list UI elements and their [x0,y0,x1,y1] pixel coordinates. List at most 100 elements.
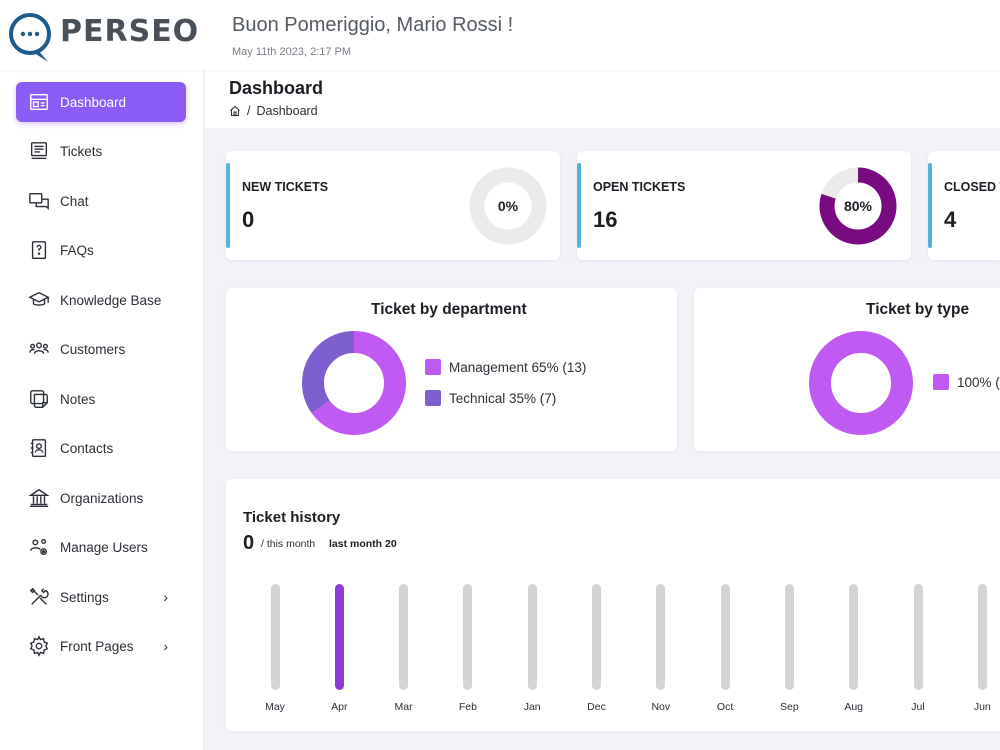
department-donut-chart [302,331,406,435]
stat-value: 0 [242,207,255,232]
card-accent-bar [577,163,581,248]
sidebar-item-faqs[interactable]: FAQs [16,230,186,270]
department-slice-1[interactable] [302,331,406,435]
history-bar-label: Dec [587,701,606,713]
sidebar-item-tickets[interactable]: Tickets [16,131,186,171]
history-bar-label: Jan [523,701,541,713]
customers-icon [28,338,50,360]
history-bar-may[interactable] [270,584,280,690]
type-slice-0[interactable] [809,331,913,435]
faq-icon [28,239,50,261]
legend-item-management[interactable]: Management 65% (13) [425,359,586,375]
tickets-icon [28,140,50,162]
progress-percent: 80% [843,198,873,214]
history-bar-aug[interactable] [849,584,859,690]
history-bar-label: May [265,701,285,713]
legend-label: Technical 35% (7) [449,390,557,406]
history-count: 0 [243,532,255,554]
legend-item-type[interactable]: 100% (20) [933,374,1000,390]
legend-swatch [933,374,949,390]
history-bar-apr[interactable] [334,584,344,690]
history-bar-chart: May Apr Mar Feb Jan Dec Nov Oct Sep Aug Jul Jun [226,479,1000,731]
gear-icon [28,635,50,657]
page-title: Dashboard [229,78,324,98]
dashboard-icon [28,91,50,113]
card-accent-bar [928,163,932,248]
sidebar-item-label: Settings [60,589,109,605]
history-bar-label: Jun [973,701,991,713]
stat-label: NEW TICKETS [242,180,329,194]
home-icon[interactable] [229,105,241,117]
progress-ring-arc [819,167,897,245]
legend-swatch [425,359,441,375]
current-datetime: May 11th 2023, 2:17 PM [232,46,352,58]
legend-label: 100% (20) [957,374,1000,390]
progress-ring [469,167,547,245]
sidebar-item-manage-users[interactable]: Manage Users [16,527,186,567]
history-bar-sep[interactable] [784,584,794,690]
sidebar-item-label: Chat [60,193,89,209]
sidebar-item-label: FAQs [60,242,94,258]
history-bar-oct[interactable] [720,584,730,690]
sidebar-item-organizations[interactable]: Organizations [16,478,186,518]
brand-name: PERSEO [60,14,200,49]
sidebar-item-label: Contacts [60,440,114,456]
chart-title: Ticket by type [866,301,970,318]
chart-title: Ticket history [243,509,341,526]
card-accent-bar [226,163,230,248]
history-bar-nov[interactable] [656,584,666,690]
bank-icon [28,487,50,509]
closed-tickets-card[interactable]: CLOSED TICKETS 4 [928,151,1000,260]
legend-label: Management 65% (13) [449,359,587,375]
history-bar-dec[interactable] [592,584,601,690]
sidebar-item-label: Manage Users [60,539,148,555]
sidebar-item-customers[interactable]: Customers [16,329,186,369]
sidebar-item-dashboard[interactable]: Dashboard [16,82,186,122]
ticket-by-department-card: Ticket by department Management 65% (13)… [226,288,677,451]
sidebar-item-settings[interactable]: Settings › [16,577,186,617]
sidebar-item-label: Organizations [60,490,144,506]
history-bar-mar[interactable] [399,584,409,690]
stat-value: 16 [593,207,618,232]
stat-label: OPEN TICKETS [593,180,686,194]
greeting-text: Buon Pomeriggio, Mario Rossi ! [232,14,514,36]
history-bar-label: Feb [458,701,477,713]
chevron-right-icon: › [163,638,168,654]
history-bar-feb[interactable] [463,584,473,690]
notes-icon [28,388,50,410]
chat-bubble-logo-icon [9,13,51,62]
legend-item-technical[interactable]: Technical 35% (7) [425,390,556,406]
sidebar-item-contacts[interactable]: Contacts [16,428,186,468]
new-tickets-card[interactable]: NEW TICKETS 0 0% [226,151,560,260]
chat-icon [28,190,50,212]
history-bar-label: Nov [651,701,671,713]
history-bar-label: Apr [331,701,348,713]
open-tickets-card[interactable]: OPEN TICKETS 16 80% [577,151,911,260]
tools-icon [28,586,50,608]
history-bar-jan[interactable] [527,584,537,690]
history-bar-jun[interactable] [977,584,987,690]
sidebar-item-label: Front Pages [60,638,134,654]
progress-ring [819,167,897,245]
history-bar-label: Aug [844,701,864,713]
history-bar-jul[interactable] [913,584,923,690]
breadcrumb: / Dashboard [229,104,318,118]
history-last-month: last month 20 [329,538,397,550]
sidebar-item-front-pages[interactable]: Front Pages › [16,626,186,666]
stat-label: CLOSED TICKETS [944,180,1000,194]
contacts-icon [28,437,50,459]
type-donut-chart [809,331,913,435]
page-header: Dashboard / Dashboard [205,70,1000,128]
sidebar-item-notes[interactable]: Notes [16,379,186,419]
sidebar-item-knowledge-base[interactable]: Knowledge Base [16,280,186,320]
sidebar-item-chat[interactable]: Chat [16,181,186,221]
top-header: PERSEO Buon Pomeriggio, Mario Rossi ! Ma… [0,0,1000,70]
history-suffix: / this month [261,538,316,550]
history-bar-label: Mar [394,701,413,713]
breadcrumb-separator: / [247,104,251,118]
history-bar-label: Oct [716,701,734,713]
chart-title: Ticket by department [371,301,527,318]
brand-logo[interactable]: PERSEO [8,8,208,64]
sidebar-item-label: Dashboard [60,94,127,110]
history-bar-label: Sep [780,701,799,713]
